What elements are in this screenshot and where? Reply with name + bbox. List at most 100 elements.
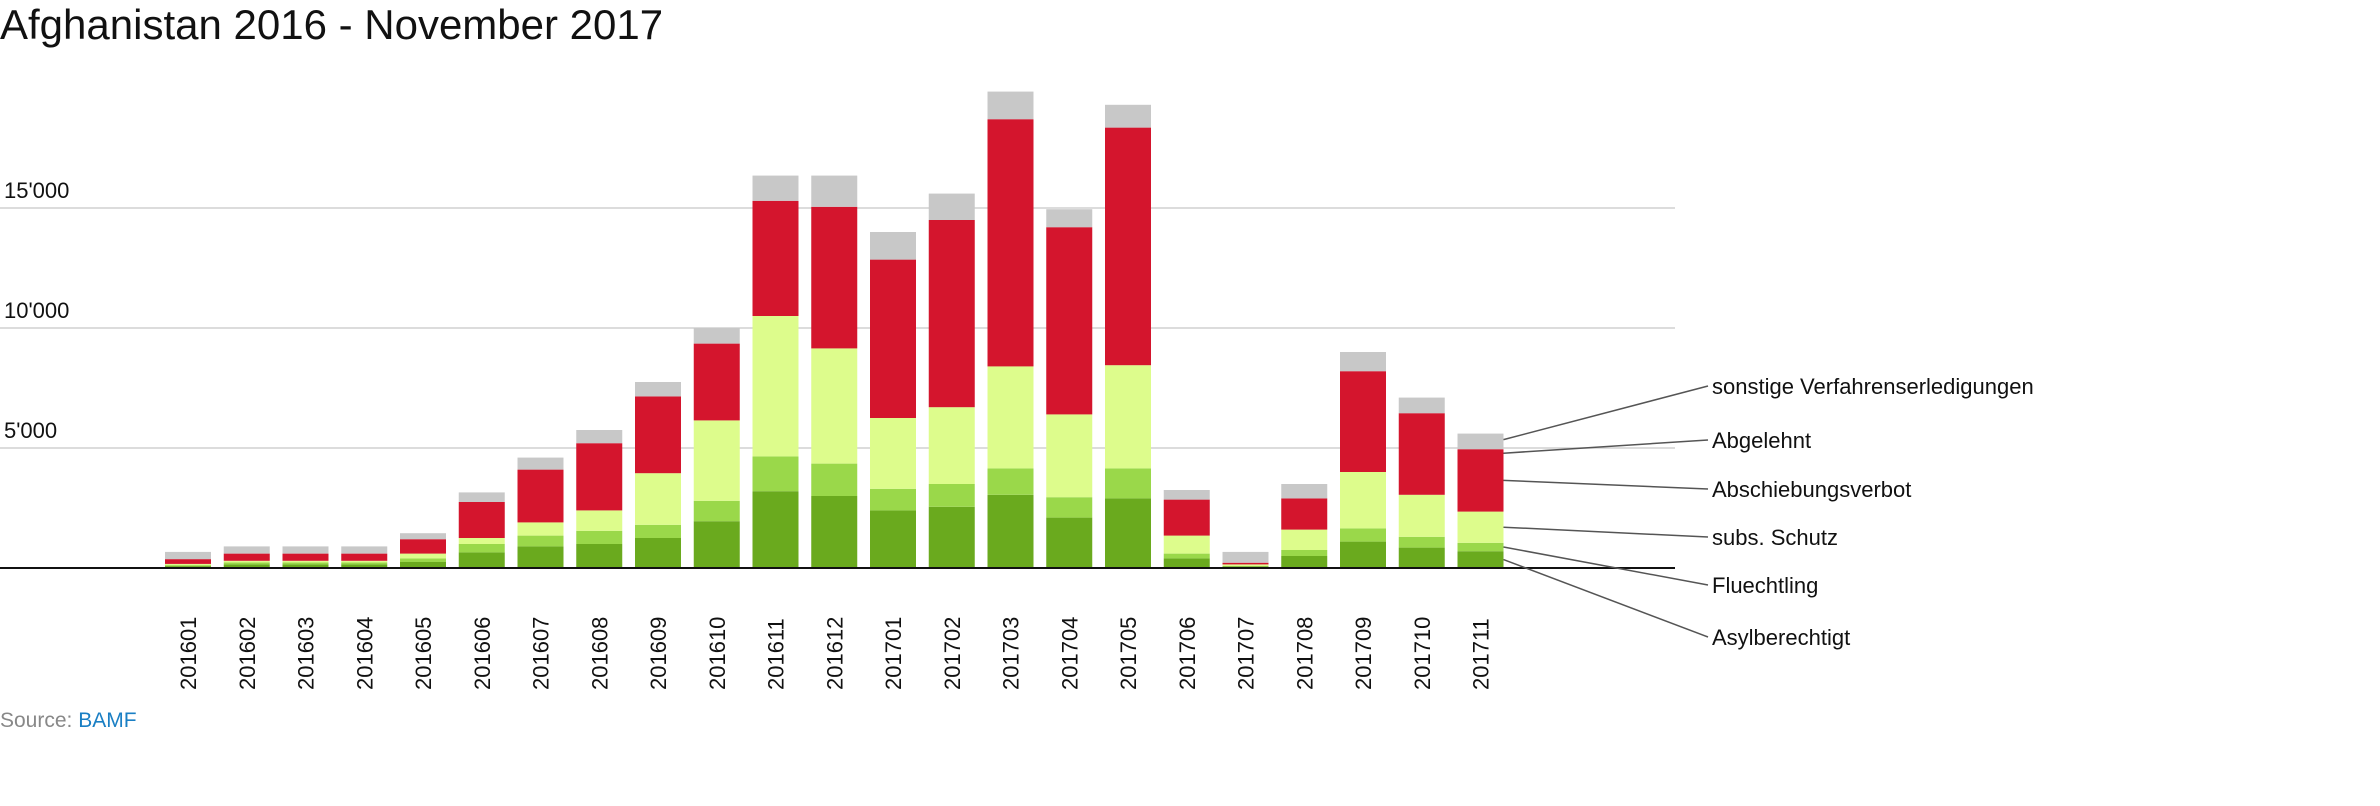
x-tick-label: 201703 xyxy=(999,617,1024,690)
bar-segment xyxy=(223,553,270,561)
bar-segment xyxy=(693,343,740,421)
bar-segment xyxy=(1457,511,1504,543)
bar-stack-201608 xyxy=(576,430,623,568)
bar-segment xyxy=(752,316,799,457)
x-tick-label: 201606 xyxy=(470,617,495,690)
bar-segment xyxy=(1457,551,1504,568)
legend-leader-line xyxy=(1503,546,1709,586)
bar-segment xyxy=(1046,517,1093,568)
bar-segment xyxy=(1457,449,1504,512)
bar-segment xyxy=(987,468,1034,495)
bar-segment xyxy=(341,546,388,554)
bar-segment xyxy=(752,175,799,201)
bar-segment xyxy=(223,564,270,568)
bar-segment xyxy=(1105,127,1151,366)
bar-stack-201611 xyxy=(752,175,799,568)
bar-segment xyxy=(400,533,446,540)
source-line: Source: BAMF xyxy=(0,709,137,733)
bar-segment xyxy=(870,232,916,260)
bar-segment xyxy=(1046,414,1093,498)
bar-segment xyxy=(635,396,681,474)
bars xyxy=(165,91,1504,568)
bar-segment xyxy=(576,443,623,511)
bar-segment xyxy=(165,563,211,566)
bar-segment xyxy=(1222,564,1269,566)
bar-segment xyxy=(811,206,858,349)
legend-label: Fluechtling xyxy=(1712,573,1818,598)
bar-stack-201710 xyxy=(1398,397,1445,568)
bar-segment xyxy=(341,562,388,565)
bar-segment xyxy=(400,553,446,559)
bar-stack-201607 xyxy=(517,457,564,568)
bar-segment xyxy=(870,418,916,489)
bar-segment xyxy=(693,420,740,501)
bar-segment xyxy=(1222,565,1269,567)
bar-stack-201603 xyxy=(282,546,329,568)
x-tick-label: 201608 xyxy=(587,617,612,690)
legend-label: Abgelehnt xyxy=(1712,428,1811,453)
bar-segment xyxy=(811,496,858,568)
bar-segment xyxy=(458,538,505,544)
source-link[interactable]: BAMF xyxy=(78,709,137,732)
bar-segment xyxy=(400,558,446,562)
x-tick-label: 201609 xyxy=(646,617,671,690)
chart-title: Afghanistan 2016 - November 2017 xyxy=(0,1,664,48)
bar-segment xyxy=(1222,562,1269,565)
source-label: Source: xyxy=(0,709,73,732)
bar-segment xyxy=(693,500,740,522)
x-tick-label: 201604 xyxy=(352,617,377,690)
bar-stack-201708 xyxy=(1281,484,1328,568)
bar-stack-201610 xyxy=(693,328,740,568)
bar-segment xyxy=(928,407,975,484)
x-axis-ticks: 201601 201602 201603 201604 201605 201606 2016… xyxy=(176,617,1494,690)
bar-stack-201704 xyxy=(1046,209,1093,568)
x-tick-label: 201704 xyxy=(1057,617,1082,690)
bar-segment xyxy=(282,560,329,563)
bar-segment xyxy=(635,538,681,568)
bar-segment xyxy=(1281,498,1328,530)
bar-segment xyxy=(517,522,564,536)
bar-segment xyxy=(458,492,505,502)
bar-segment xyxy=(165,565,211,567)
legend-label: sonstige Verfahrenserledigungen xyxy=(1712,374,2034,399)
bar-segment xyxy=(1340,541,1386,568)
legend: sonstige Verfahrenserledigungen Abgelehnt… xyxy=(1503,374,2034,650)
bar-segment xyxy=(223,560,270,563)
x-tick-label: 201602 xyxy=(235,617,260,690)
bar-segment xyxy=(1105,365,1151,469)
bar-segment xyxy=(1398,397,1445,414)
legend-leader-line xyxy=(1503,439,1709,454)
bar-stack-201601 xyxy=(165,551,211,568)
bar-segment xyxy=(928,506,975,568)
bar-segment xyxy=(811,463,858,496)
x-tick-label: 201701 xyxy=(881,617,906,690)
bar-segment xyxy=(1457,433,1504,450)
bar-stack-201609 xyxy=(635,382,681,568)
bar-segment xyxy=(928,484,975,507)
bar-segment xyxy=(987,119,1034,367)
x-tick-label: 201603 xyxy=(294,617,319,690)
x-tick-label: 201610 xyxy=(705,617,730,690)
bar-segment xyxy=(165,551,211,560)
bar-segment xyxy=(1163,490,1210,500)
bar-stack-201702 xyxy=(928,193,975,568)
bar-segment xyxy=(987,366,1034,469)
bar-segment xyxy=(1163,499,1210,536)
bar-segment xyxy=(282,564,329,568)
bar-stack-201709 xyxy=(1340,352,1386,568)
bar-segment xyxy=(458,552,505,568)
y-axis-ticks: 5'000 10'000 15'000 xyxy=(4,178,69,443)
x-tick-label: 201702 xyxy=(940,617,965,690)
bar-segment xyxy=(928,193,975,220)
x-tick-label: 201711 xyxy=(1469,618,1494,690)
bar-segment xyxy=(1105,104,1151,128)
bar-segment xyxy=(693,521,740,568)
bar-segment xyxy=(987,91,1034,120)
bar-stack-201605 xyxy=(400,533,446,568)
bar-segment xyxy=(1163,535,1210,554)
bar-segment xyxy=(1457,542,1504,552)
bar-stack-201706 xyxy=(1163,490,1210,568)
bar-segment xyxy=(1281,556,1328,568)
bar-stack-201604 xyxy=(341,546,388,568)
